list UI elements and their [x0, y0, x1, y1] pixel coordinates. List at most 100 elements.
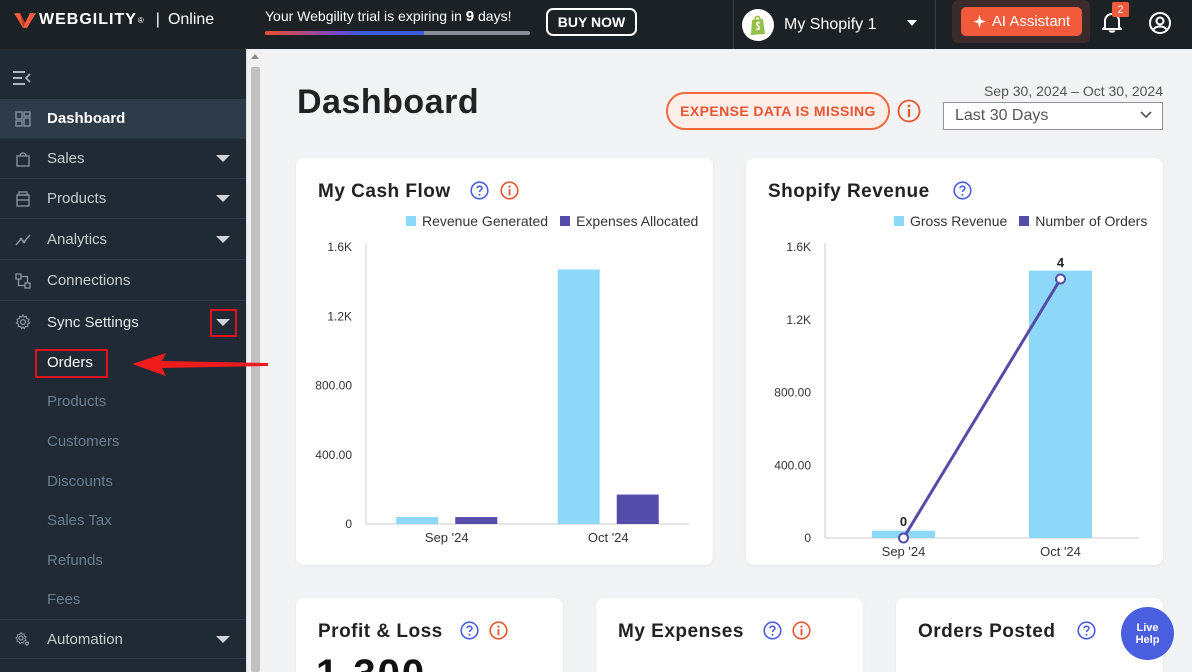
chart-bar — [616, 494, 659, 524]
legend-swatch — [560, 216, 571, 226]
bag-icon — [16, 151, 30, 167]
legend-swatch — [406, 216, 416, 226]
live-help-line1: Live — [1136, 621, 1159, 634]
brand-logo[interactable]: WEBGILITY ® | Online — [14, 11, 214, 29]
trial-text: Your Webgility trial is expiring in 9 da… — [265, 8, 530, 25]
help-icon[interactable] — [763, 621, 782, 640]
data-label: 4 — [1057, 255, 1065, 270]
sidebar-item-sales[interactable]: Sales — [0, 139, 246, 179]
sidebar-subitem-products[interactable]: Products — [47, 393, 107, 410]
scroll-up-arrow-icon[interactable] — [251, 54, 259, 59]
trial-progress-bar — [265, 31, 530, 35]
sparkle-icon — [972, 15, 986, 28]
card-title: Shopify Revenue — [768, 181, 930, 202]
x-tick-label: Oct '24 — [1040, 544, 1081, 559]
store-selector[interactable]: My Shopify 1 — [733, 0, 936, 49]
box-icon — [16, 190, 30, 207]
red-arrow-annotation-icon — [132, 353, 268, 376]
shopify-icon — [742, 8, 774, 41]
sidebar-subitem-refunds[interactable]: Refunds — [47, 552, 103, 569]
chart-bar — [1029, 270, 1092, 538]
automation-icon — [15, 631, 30, 646]
legend-swatch — [894, 216, 904, 226]
y-tick-label: 400.00 — [774, 458, 811, 472]
chart-point — [1055, 273, 1066, 285]
card-title: Profit & Loss — [318, 621, 443, 642]
brand-registered-mark: ® — [137, 15, 144, 25]
y-tick-label: 0 — [345, 517, 352, 531]
info-icon[interactable] — [897, 99, 921, 123]
sidebar-item-connections[interactable]: Connections — [0, 261, 246, 301]
chevron-down-icon[interactable] — [216, 195, 230, 202]
chevron-down-icon[interactable] — [216, 635, 230, 643]
legend-swatch — [1019, 216, 1030, 226]
sidebar-subitem-customers[interactable]: Customers — [47, 433, 120, 450]
legend-label: Revenue Generated — [422, 213, 549, 229]
grid-icon — [15, 110, 31, 127]
card-title: My Cash Flow — [318, 181, 451, 202]
highlight-box-orders — [35, 349, 108, 378]
sidebar-item-label: Dashboard — [47, 110, 126, 127]
chevron-down-icon[interactable] — [216, 155, 230, 162]
period-dropdown[interactable]: Last 30 Days — [943, 102, 1163, 130]
period-value: Last 30 Days — [955, 107, 1049, 124]
sidebar-item-products[interactable]: Products — [0, 179, 246, 219]
help-icon[interactable] — [953, 181, 972, 200]
sidebar-item-label: Automation — [47, 630, 123, 648]
help-icon[interactable] — [1077, 621, 1096, 640]
y-tick-label: 1.2K — [327, 309, 352, 323]
gear-icon — [15, 314, 31, 330]
y-tick-label: 0 — [804, 531, 811, 545]
sidebar-subitem-fees[interactable]: Fees — [47, 591, 81, 608]
sidebar-subitem-sales-tax[interactable]: Sales Tax — [47, 512, 112, 529]
trial-days: 9 — [465, 8, 475, 25]
ai-assistant-button[interactable]: AI Assistant — [961, 7, 1082, 36]
x-tick-label: Sep '24 — [425, 530, 469, 545]
sidebar-item-automation[interactable]: Automation — [0, 619, 246, 659]
sidebar-item-analytics[interactable]: Analytics — [0, 220, 246, 260]
help-icon[interactable] — [460, 621, 479, 640]
y-tick-label: 800.00 — [774, 386, 811, 400]
profit-loss-card: Profit & Loss — [296, 598, 563, 672]
sidebar-scrollbar[interactable] — [246, 49, 262, 672]
help-icon[interactable] — [470, 181, 489, 200]
y-tick-label: 1.6K — [786, 240, 811, 254]
sidebar-item-dashboard[interactable]: Dashboard — [0, 99, 246, 139]
user-account-icon[interactable] — [1148, 11, 1172, 35]
trend-icon — [15, 234, 31, 245]
scroll-thumb[interactable] — [251, 67, 260, 672]
chevron-down-icon — [1140, 111, 1152, 119]
chevron-down-icon[interactable] — [216, 236, 230, 243]
live-help-button[interactable]: Live Help — [1121, 607, 1174, 660]
info-icon[interactable] — [489, 621, 508, 640]
info-icon[interactable] — [792, 621, 811, 640]
chart-bar — [396, 517, 439, 524]
store-name: My Shopify 1 — [784, 15, 877, 33]
brand-name: WEBGILITY — [39, 11, 137, 28]
highlight-box-sync-caret — [210, 309, 237, 337]
trial-suffix: days! — [474, 8, 512, 24]
expense-missing-button[interactable]: EXPENSE DATA IS MISSING — [666, 92, 890, 130]
sidebar-subitem-discounts[interactable]: Discounts — [47, 473, 113, 490]
live-help-line2: Help — [1135, 633, 1160, 646]
connections-icon — [15, 272, 31, 289]
buy-now-button[interactable]: BUY NOW — [546, 8, 637, 36]
collapse-menu-icon[interactable] — [13, 71, 31, 85]
chart-legend: Gross Revenue Number of Orders — [894, 213, 1147, 229]
x-tick-label: Oct '24 — [588, 530, 629, 545]
chevron-down-icon[interactable] — [216, 318, 230, 326]
sidebar-item-sync-settings[interactable]: Sync Settings — [0, 302, 246, 342]
chart-line — [902, 278, 1062, 539]
sidebar-item-label: Connections — [47, 272, 131, 289]
info-icon[interactable] — [500, 181, 519, 200]
sidebar-subitem-orders[interactable]: Orders — [47, 354, 93, 371]
card-title: My Expenses — [618, 621, 744, 642]
top-bar: WEBGILITY ® | Online Your Webgility tria… — [0, 0, 1192, 49]
ai-assistant-label: AI Assistant — [991, 13, 1071, 30]
y-tick-label: 400.00 — [315, 448, 352, 462]
legend-label: Expenses Allocated — [576, 213, 699, 229]
chart-point — [898, 532, 909, 544]
y-tick-label: 800.00 — [315, 379, 352, 393]
data-label: 0 — [900, 514, 907, 529]
notification-badge: 2 — [1112, 2, 1129, 17]
